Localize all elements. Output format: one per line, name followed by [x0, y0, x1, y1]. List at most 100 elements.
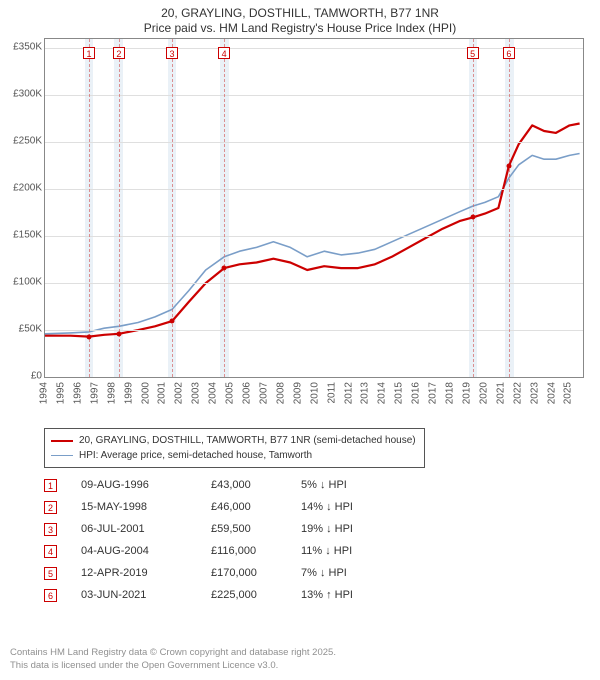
x-axis-label: 2013 — [360, 382, 371, 404]
x-axis-label: 2002 — [174, 382, 185, 404]
sale-marker-label: 5 — [467, 47, 479, 59]
sale-marker-dot — [222, 266, 227, 271]
y-axis-label: £250K — [0, 136, 42, 147]
title-line-1: 20, GRAYLING, DOSTHILL, TAMWORTH, B77 1N… — [0, 6, 600, 21]
series-line — [45, 154, 580, 334]
x-axis-label: 2016 — [411, 382, 422, 404]
series-line — [45, 124, 580, 337]
sale-pct-vs-hpi: 7% ↓ HPI — [301, 567, 386, 579]
sale-price: £43,000 — [211, 479, 301, 491]
sale-vline — [89, 39, 90, 377]
x-axis-label: 2005 — [225, 382, 236, 404]
sale-number-box: 2 — [44, 501, 57, 514]
sale-pct-vs-hpi: 19% ↓ HPI — [301, 523, 386, 535]
x-axis-label: 2017 — [428, 382, 439, 404]
sale-date: 15-MAY-1998 — [81, 501, 211, 513]
gridline — [45, 236, 583, 237]
sale-number-box: 3 — [44, 523, 57, 536]
sale-date: 04-AUG-2004 — [81, 545, 211, 557]
sale-marker-label: 3 — [166, 47, 178, 59]
title-line-2: Price paid vs. HM Land Registry's House … — [0, 21, 600, 36]
gridline — [45, 189, 583, 190]
x-axis-label: 2022 — [512, 382, 523, 404]
sale-marker-dot — [470, 215, 475, 220]
sale-marker-label: 2 — [113, 47, 125, 59]
x-axis-label: 1996 — [72, 382, 83, 404]
gridline — [45, 330, 583, 331]
x-axis-label: 2007 — [258, 382, 269, 404]
sale-vline — [119, 39, 120, 377]
table-row: 2 15-MAY-1998£46,00014% ↓ HPI — [44, 496, 386, 518]
y-axis-label: £0 — [0, 371, 42, 382]
sales-table: 109-AUG-1996£43,0005% ↓ HPI215-MAY-1998£… — [44, 474, 386, 606]
sale-number-box: 6 — [44, 589, 57, 602]
sale-marker-dot — [86, 334, 91, 339]
sale-pct-vs-hpi: 5% ↓ HPI — [301, 479, 386, 491]
sale-price: £46,000 — [211, 501, 301, 513]
table-row: 603-JUN-2021£225,00013% ↑ HPI — [44, 584, 386, 606]
plot-box: 123456 — [44, 38, 584, 378]
x-axis-label: 2025 — [563, 382, 574, 404]
sale-pct-vs-hpi: 13% ↑ HPI — [301, 589, 386, 601]
footer-line-1: Contains HM Land Registry data © Crown c… — [10, 647, 336, 659]
sale-pct-vs-hpi: 14% ↓ HPI — [301, 501, 386, 513]
x-axis-label: 2015 — [394, 382, 405, 404]
x-axis-label: 2003 — [191, 382, 202, 404]
sale-number-box: 1 — [44, 479, 57, 492]
x-axis-label: 2009 — [292, 382, 303, 404]
y-axis-label: £100K — [0, 277, 42, 288]
sale-marker-dot — [170, 319, 175, 324]
sale-price: £116,000 — [211, 545, 301, 557]
sale-marker-label: 1 — [83, 47, 95, 59]
sale-vline — [473, 39, 474, 377]
gridline — [45, 283, 583, 284]
table-row: 5 12-APR-2019£170,0007% ↓ HPI — [44, 562, 386, 584]
sale-vline — [172, 39, 173, 377]
y-axis-label: £50K — [0, 324, 42, 335]
sale-marker-dot — [506, 163, 511, 168]
x-axis-label: 2024 — [546, 382, 557, 404]
sale-date: 06-JUL-2001 — [81, 523, 211, 535]
x-axis-label: 1999 — [123, 382, 134, 404]
table-row: 4 04-AUG-2004£116,00011% ↓ HPI — [44, 540, 386, 562]
legend-item: 20, GRAYLING, DOSTHILL, TAMWORTH, B77 1N… — [51, 433, 416, 448]
legend-label: HPI: Average price, semi-detached house,… — [79, 448, 312, 463]
x-axis-label: 1997 — [89, 382, 100, 404]
x-axis-label: 2023 — [529, 382, 540, 404]
sale-vline — [224, 39, 225, 377]
x-axis-label: 2010 — [309, 382, 320, 404]
sale-date: 12-APR-2019 — [81, 567, 211, 579]
x-axis-label: 1995 — [55, 382, 66, 404]
sale-price: £170,000 — [211, 567, 301, 579]
y-axis-label: £300K — [0, 89, 42, 100]
sale-price: £59,500 — [211, 523, 301, 535]
x-axis-label: 2011 — [326, 382, 337, 404]
legend-item: HPI: Average price, semi-detached house,… — [51, 448, 416, 463]
x-axis-label: 2000 — [140, 382, 151, 404]
legend-label: 20, GRAYLING, DOSTHILL, TAMWORTH, B77 1N… — [79, 433, 416, 448]
chart-area: £0£50K£100K£150K£200K£250K£300K£350K 123… — [0, 38, 600, 418]
chart-svg — [45, 39, 583, 377]
sale-date: 03-JUN-2021 — [81, 589, 211, 601]
x-axis-label: 2014 — [377, 382, 388, 404]
x-axis-label: 2018 — [445, 382, 456, 404]
x-axis-label: 2012 — [343, 382, 354, 404]
x-axis-label: 2001 — [157, 382, 168, 404]
sale-number-box: 5 — [44, 567, 57, 580]
sale-marker-label: 4 — [218, 47, 230, 59]
legend-swatch — [51, 455, 73, 456]
footer-attribution: Contains HM Land Registry data © Crown c… — [10, 647, 336, 672]
x-axis-label: 2019 — [461, 382, 472, 404]
x-axis-label: 2021 — [495, 382, 506, 404]
sale-date: 09-AUG-1996 — [81, 479, 211, 491]
chart-titles: 20, GRAYLING, DOSTHILL, TAMWORTH, B77 1N… — [0, 0, 600, 36]
gridline — [45, 95, 583, 96]
y-axis-label: £350K — [0, 42, 42, 53]
table-row: 3 06-JUL-2001£59,50019% ↓ HPI — [44, 518, 386, 540]
sale-pct-vs-hpi: 11% ↓ HPI — [301, 545, 386, 557]
sale-number-box: 4 — [44, 545, 57, 558]
y-axis-label: £150K — [0, 230, 42, 241]
footer-line-2: This data is licensed under the Open Gov… — [10, 660, 336, 672]
x-axis-label: 1998 — [106, 382, 117, 404]
sale-vline — [509, 39, 510, 377]
